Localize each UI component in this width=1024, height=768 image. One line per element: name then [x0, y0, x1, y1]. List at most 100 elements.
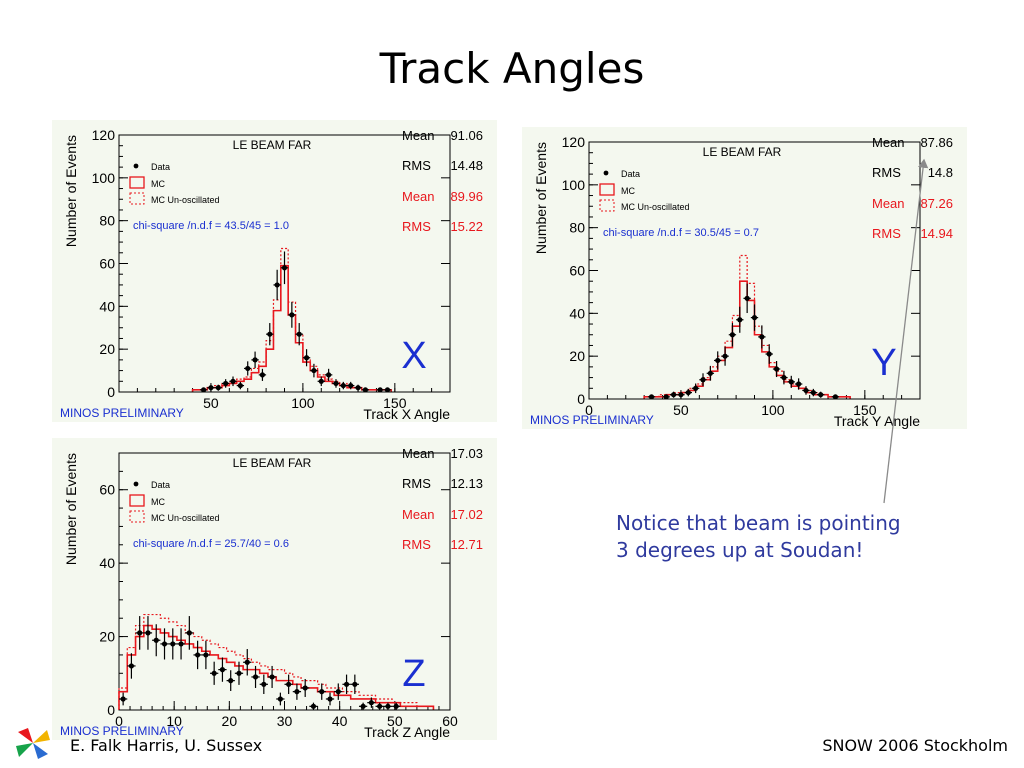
data-marker [818, 392, 824, 398]
data-point [750, 304, 759, 331]
footer-conference: SNOW 2006 Stockholm [822, 736, 1008, 755]
data-marker [384, 387, 391, 393]
data-point [185, 616, 194, 650]
minos-logo-icon [16, 728, 50, 759]
y-tick-label: 40 [569, 305, 585, 321]
data-marker [678, 392, 684, 398]
data-marker [355, 385, 361, 391]
data-marker [145, 630, 151, 636]
x-tick-label: 50 [203, 395, 219, 411]
data-marker [186, 630, 192, 636]
legend-mc-swatch [129, 494, 145, 507]
data-marker [178, 641, 184, 647]
data-marker [670, 392, 677, 398]
data-marker [326, 372, 332, 378]
mc-histogram [191, 264, 392, 392]
data-point [721, 346, 729, 366]
data-marker [310, 703, 317, 709]
data-marker [335, 689, 341, 695]
stats-mean-value: 17.03 [450, 446, 483, 461]
data-marker [237, 382, 243, 389]
y-axis-label: Number of Events [63, 453, 79, 565]
data-marker [252, 674, 259, 680]
data-point [375, 702, 384, 710]
data-marker [744, 295, 750, 301]
plot-background [52, 120, 497, 422]
stats-mc-mean-label: Mean [402, 507, 435, 522]
data-point [780, 370, 788, 385]
data-marker [259, 372, 266, 378]
data-point [288, 302, 296, 328]
data-point [310, 363, 318, 378]
data-point [266, 323, 274, 346]
stats-rms-value: 14.48 [450, 158, 483, 173]
preliminary-label: MINOS PRELIMINARY [60, 724, 184, 738]
data-point [383, 702, 393, 710]
y-tick-label: 60 [569, 263, 585, 279]
x-tick-label: 0 [115, 713, 123, 729]
legend-data-marker [133, 163, 139, 169]
data-point [292, 683, 302, 700]
x-tick-label: 0 [585, 402, 593, 418]
data-marker [810, 389, 816, 396]
data-marker [759, 334, 765, 340]
data-marker [360, 703, 366, 709]
stats-mc-rms-value: 14.94 [920, 226, 953, 241]
data-marker [685, 389, 691, 396]
data-point [199, 387, 208, 393]
x-tick-label: 20 [222, 713, 238, 729]
data-marker [737, 317, 743, 323]
data-marker [327, 696, 333, 702]
data-point [787, 375, 795, 388]
data-marker [715, 357, 721, 364]
data-marker [120, 696, 126, 702]
data-point [367, 697, 376, 708]
data-point [201, 640, 211, 670]
legend-data-marker [133, 481, 139, 487]
data-point [317, 376, 325, 387]
data-marker [393, 703, 399, 709]
chart-title: LE BEAM FAR [233, 138, 312, 152]
y-tick-label: 20 [99, 629, 115, 645]
data-marker [352, 681, 358, 687]
data-marker [296, 331, 302, 337]
z-angle-plot: 0 20 40 60 0 10 20 30 40 50 60 Track Z Angle Number … [52, 438, 497, 740]
data-marker [236, 670, 242, 676]
data-point [143, 616, 153, 650]
data-point [324, 368, 333, 381]
preliminary-label: MINOS PRELIMINARY [60, 406, 184, 420]
legend-data-marker [603, 170, 609, 176]
legend-unosc-swatch [129, 192, 145, 205]
data-marker [751, 315, 758, 321]
stats-mean-label: Mean [402, 128, 435, 143]
data-point [347, 381, 355, 390]
stats-mc-rms-value: 12.71 [450, 537, 483, 552]
legend-mc-label: MC [151, 179, 165, 189]
data-marker [281, 265, 288, 271]
data-point [210, 661, 219, 685]
data-marker [289, 312, 295, 318]
beam-note: Notice that beam is pointing 3 degrees u… [616, 510, 901, 564]
data-point [691, 383, 700, 394]
data-point [284, 674, 293, 695]
x-axis-label: Track Y Angle [834, 413, 920, 429]
data-point [251, 351, 259, 369]
chi-square-label: chi-square /n.d.f = 43.5/45 = 1.0 [133, 220, 289, 232]
legend-unosc-swatch [129, 510, 145, 523]
data-marker [318, 378, 324, 384]
legend-unosc-label: MC Un-oscillated [621, 202, 690, 212]
data-marker [693, 385, 699, 391]
data-marker [663, 394, 669, 400]
data-marker [781, 374, 787, 381]
x-tick-label: 150 [853, 402, 877, 418]
x-tick-label: 30 [277, 713, 293, 729]
data-point [758, 325, 766, 349]
data-marker [766, 351, 772, 357]
data-point [243, 649, 252, 676]
legend-data-label: Data [151, 162, 170, 172]
stats-mc-mean-label: Mean [402, 189, 435, 204]
x-tick-label: 150 [383, 395, 407, 411]
beam-note-line1: Notice that beam is pointing [616, 511, 901, 535]
y-tick-label: 60 [99, 256, 115, 272]
